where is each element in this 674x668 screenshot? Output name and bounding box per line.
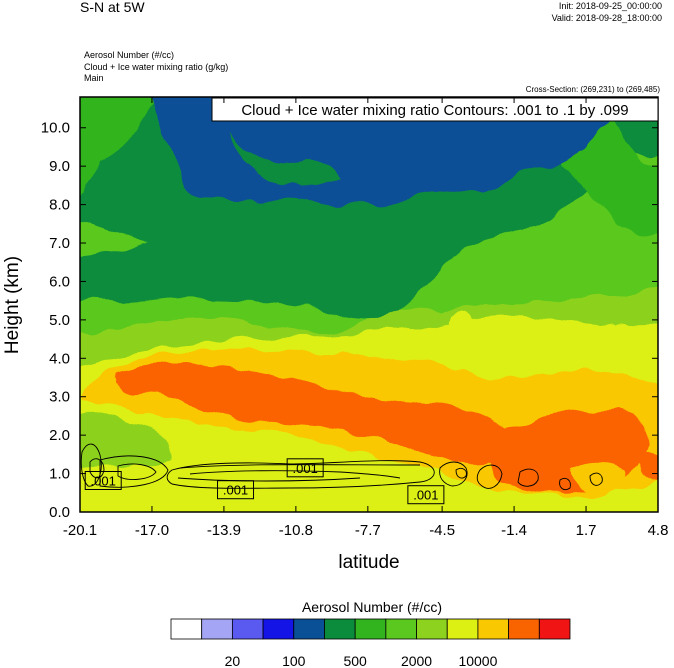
colorbar-swatch bbox=[446, 618, 479, 640]
y-tick-label: 1.0 bbox=[49, 466, 70, 483]
colorbar-title: Aerosol Number (#/cc) bbox=[302, 599, 442, 615]
y-axis: 0.0 1.0 2.0 3.0 4.0 5.0 6.0 7.0 8.0 9.0 10.0 bbox=[41, 120, 658, 521]
y-tick-label: 5.0 bbox=[49, 312, 70, 329]
colorbar-swatch bbox=[416, 618, 448, 640]
x-tick-label: -1.4 bbox=[501, 522, 527, 539]
x-tick-label: 4.8 bbox=[648, 522, 669, 539]
aerosol-filled-contours bbox=[80, 97, 658, 512]
y-tick-label: 3.0 bbox=[49, 389, 70, 406]
cloud-contour-lines bbox=[80, 443, 603, 491]
colorbar-swatch bbox=[293, 618, 325, 640]
contour-label-text: .001 bbox=[223, 483, 248, 498]
colorbar-tick-label: 20 bbox=[225, 653, 241, 668]
contour-label: .001 bbox=[84, 470, 122, 490]
cross-section-label: Cross-Section: (269,231) to (269,485) bbox=[526, 85, 661, 94]
y-tick-label: 7.0 bbox=[49, 235, 70, 252]
x-tick-label: -10.8 bbox=[279, 522, 313, 539]
x-tick-label: -17.0 bbox=[135, 522, 169, 539]
plot-frame bbox=[79, 96, 659, 513]
field-label-main: Main bbox=[84, 73, 104, 83]
y-tick-label: 6.0 bbox=[49, 273, 70, 290]
contour-label-text: .001 bbox=[413, 488, 438, 503]
colorbar-tick-label: 10000 bbox=[458, 653, 497, 668]
colorbar-swatch bbox=[324, 618, 356, 640]
x-tick-label: -4.5 bbox=[429, 522, 455, 539]
colorbar-tick-label: 500 bbox=[343, 653, 367, 668]
colorbar-tick-label: 2000 bbox=[401, 653, 432, 668]
y-tick-label: 10.0 bbox=[41, 120, 70, 137]
x-tick-label: -20.1 bbox=[63, 522, 97, 539]
y-tick-label: 9.0 bbox=[49, 158, 70, 175]
colorbar-swatch bbox=[170, 618, 203, 640]
y-tick-label: 8.0 bbox=[49, 197, 70, 214]
x-tick-label: 1.7 bbox=[576, 522, 597, 539]
x-axis-label: latitude bbox=[338, 552, 399, 573]
colorbar-swatch bbox=[231, 618, 264, 640]
plot-title: S-N at 5W bbox=[80, 0, 145, 15]
colorbar-swatch bbox=[538, 618, 571, 640]
colorbar-tick-label: 100 bbox=[282, 653, 306, 668]
x-tick-label: -7.7 bbox=[355, 522, 381, 539]
field-label-cloud: Cloud + Ice water mixing ratio (g/kg) bbox=[84, 62, 228, 72]
contour-label: .001 bbox=[217, 480, 255, 500]
contour-label: .001 bbox=[407, 485, 445, 505]
y-axis-label: Height (km) bbox=[2, 256, 23, 354]
y-tick-label: 2.0 bbox=[49, 427, 70, 444]
x-axis: -20.1 -17.0 -13.9 -10.8 -7.7 -4.5 -1.4 1.7 4.8 bbox=[63, 97, 669, 539]
chart-title: Cloud + Ice water mixing ratio Contours:… bbox=[241, 102, 628, 119]
colorbar-swatch bbox=[354, 618, 387, 640]
colorbar-swatch bbox=[201, 618, 233, 640]
valid-time: Valid: 2018-09-28_18:00:00 bbox=[552, 13, 662, 23]
y-tick-label: 4.0 bbox=[49, 350, 70, 367]
init-time: Init: 2018-09-25_00:00:00 bbox=[559, 1, 662, 11]
colorbar-swatch bbox=[385, 618, 417, 640]
contour-label: .001 bbox=[286, 458, 324, 478]
x-tick-label: -13.9 bbox=[207, 522, 241, 539]
contour-labels: .001 .001 .001 .001 bbox=[84, 458, 445, 505]
colorbar-swatch bbox=[477, 618, 510, 640]
colorbar-swatch bbox=[508, 618, 540, 640]
colorbar-swatch bbox=[262, 618, 295, 640]
contour-label-text: .001 bbox=[293, 461, 318, 476]
colorbar-ticks: 20 100 500 2000 10000 bbox=[225, 653, 498, 668]
colorbar bbox=[170, 618, 571, 640]
contour-label-text: .001 bbox=[91, 473, 116, 488]
contour-info-box: Cloud + Ice water mixing ratio Contours:… bbox=[211, 97, 659, 122]
y-tick-label: 0.0 bbox=[49, 504, 70, 521]
field-label-aerosol: Aerosol Number (#/cc) bbox=[84, 50, 174, 60]
